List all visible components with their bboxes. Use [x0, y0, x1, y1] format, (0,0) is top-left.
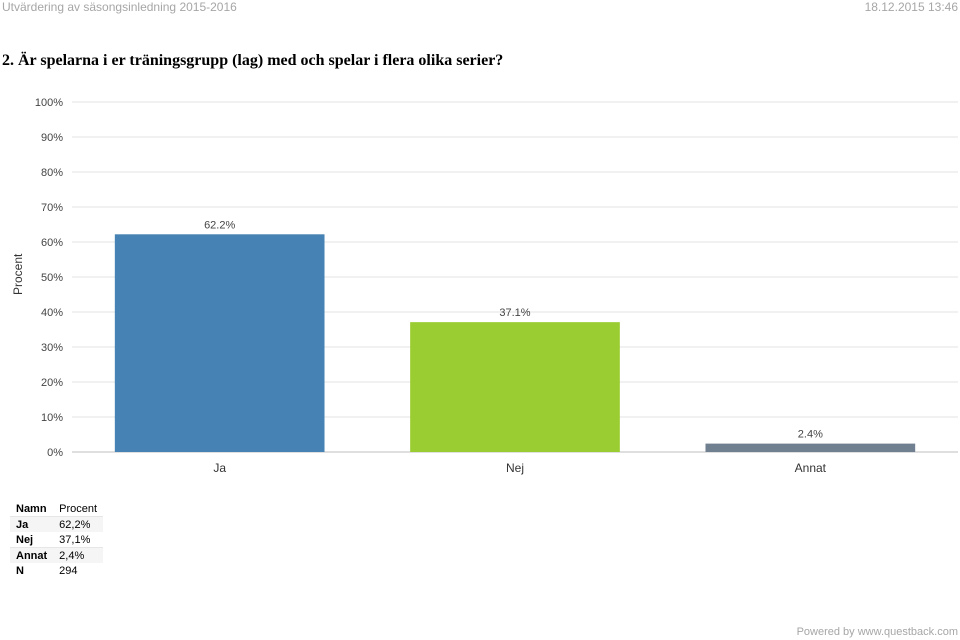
bar-chart: 0% 10% 20% 30% 40% 50% 60% 70% 80% 90% 100% 62.2% J…	[35, 97, 958, 475]
table-cell-name: Nej	[16, 533, 34, 546]
table-cell-name: Ja	[10, 516, 54, 532]
table-cell-value: 294	[59, 564, 78, 577]
y-tick-label: 90%	[41, 132, 63, 144]
x-tick-label: Nej	[506, 461, 524, 475]
table-cell-value: 37,1%	[59, 533, 91, 546]
table-row: N 294	[10, 563, 103, 578]
y-tick-label: 30%	[41, 342, 63, 354]
bar-annat	[705, 443, 916, 452]
footer-credit: Powered by www.questback.com	[796, 626, 958, 638]
table-header-name: Namn	[16, 503, 47, 515]
y-tick-label: 70%	[41, 202, 63, 214]
bar-ja	[114, 234, 325, 452]
table-cell-value: 62,2%	[53, 516, 104, 532]
table-row: Ja 62,2%	[10, 516, 104, 532]
bar-nej	[410, 322, 620, 452]
table-row: Nej 37,1%	[10, 532, 103, 548]
y-tick-label: 10%	[41, 412, 63, 424]
data-label: 37.1%	[499, 307, 530, 319]
table-header-row: Namn Procent	[10, 502, 103, 517]
table-cell-name: N	[16, 564, 24, 577]
y-tick-label: 60%	[41, 237, 63, 249]
data-label: 2.4%	[798, 429, 823, 441]
question-title: 2. Är spelarna i er träningsgrupp (lag) …	[2, 52, 504, 69]
data-label: 62.2%	[204, 219, 235, 231]
y-tick-label: 0%	[47, 447, 63, 459]
summary-table: Namn Procent Ja 62,2% Nej 37,1% Annat 2,…	[10, 502, 104, 578]
y-tick-label: 80%	[41, 167, 63, 179]
table-cell-name: Annat	[10, 547, 54, 563]
x-tick-label: Ja	[213, 461, 226, 475]
y-tick-label: 40%	[41, 307, 63, 319]
table-header-percent: Procent	[59, 503, 98, 515]
y-tick-label: 50%	[41, 272, 63, 284]
y-tick-label: 20%	[41, 377, 63, 389]
report-datetime: 18.12.2015 13:46	[864, 0, 958, 14]
x-tick-label: Annat	[795, 461, 827, 475]
y-tick-label: 100%	[35, 97, 63, 109]
table-row: Annat 2,4%	[10, 547, 104, 563]
report-title: Utvärdering av säsongsinledning 2015-201…	[2, 0, 237, 14]
table-cell-value: 2,4%	[53, 547, 104, 563]
